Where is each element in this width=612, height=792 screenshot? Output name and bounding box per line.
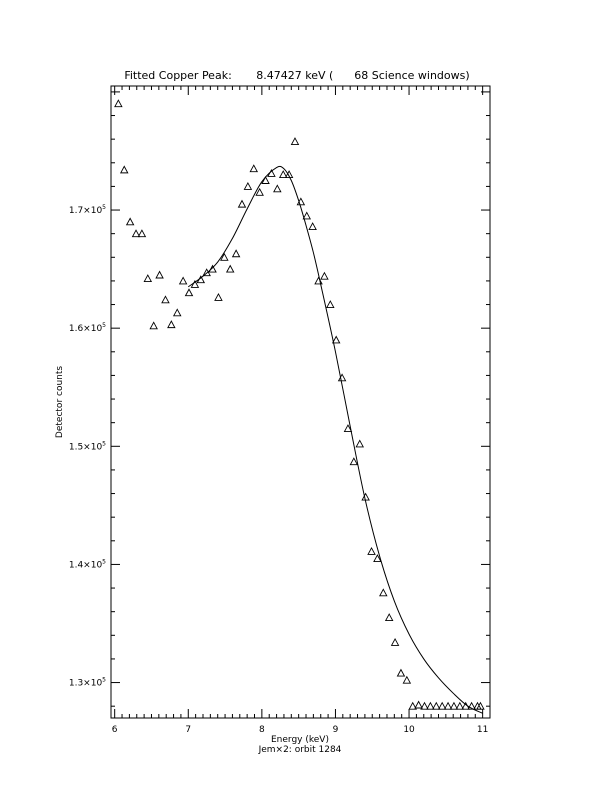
data-point <box>125 217 135 226</box>
data-point <box>349 457 359 466</box>
data-point <box>149 321 158 330</box>
data-point <box>355 439 364 448</box>
x-tick-label: 11 <box>477 725 488 735</box>
x-axis-label: Energy (keV) <box>271 735 329 745</box>
y-axis-ticks <box>111 91 490 707</box>
data-point <box>396 668 406 677</box>
data-point <box>461 701 470 710</box>
data-point <box>249 164 259 173</box>
data-point <box>390 637 400 646</box>
x-axis-ticks <box>114 86 491 718</box>
data-point <box>220 252 229 261</box>
data-points <box>114 99 485 710</box>
data-point <box>314 276 323 285</box>
data-point <box>167 320 176 329</box>
data-point <box>231 249 241 258</box>
data-point <box>455 701 465 710</box>
y-tick-label: 1.6×105 <box>69 322 106 334</box>
data-point <box>114 99 123 108</box>
data-point <box>467 701 476 710</box>
data-point <box>449 701 459 710</box>
data-point <box>290 137 300 145</box>
data-point <box>326 300 335 308</box>
data-point <box>373 554 382 562</box>
data-point <box>184 288 194 297</box>
x-tick-label: 6 <box>112 725 118 735</box>
data-point <box>414 700 423 709</box>
y-tick-label: 1.4×105 <box>69 558 106 570</box>
data-point <box>273 184 282 193</box>
y-tick-label: 1.3×105 <box>69 677 106 689</box>
data-point <box>119 165 129 174</box>
data-point <box>384 613 394 622</box>
data-point <box>190 280 200 288</box>
y-tick-label: 1.5×105 <box>69 440 106 452</box>
data-point <box>367 546 376 555</box>
data-point <box>267 168 276 177</box>
x-tick-label: 7 <box>185 725 191 735</box>
data-point <box>402 675 412 684</box>
data-point <box>137 229 147 238</box>
chart-title: Fitted Copper Peak: 8.47427 keV ( 68 Sci… <box>124 69 469 82</box>
data-point <box>178 276 188 285</box>
data-point <box>437 701 447 710</box>
data-point <box>208 264 217 273</box>
data-point <box>379 588 388 597</box>
fit-curve <box>187 165 483 714</box>
data-point <box>320 271 329 280</box>
x-tick-label: 10 <box>403 725 415 735</box>
data-point <box>476 701 485 710</box>
data-point <box>361 492 370 501</box>
y-axis-tick-labels: 1.3×105 1.4×105 1.5×105 1.6×105 1.7×105 <box>69 204 106 689</box>
data-point <box>343 424 353 433</box>
data-point <box>143 274 153 283</box>
data-point <box>261 176 270 184</box>
x-tick-label: 9 <box>333 725 339 735</box>
data-point <box>426 701 435 710</box>
data-point <box>172 308 182 317</box>
y-tick-label: 1.7×105 <box>69 204 106 216</box>
data-point <box>302 211 312 220</box>
data-point <box>155 270 164 279</box>
data-point <box>408 701 417 710</box>
data-point <box>255 187 264 196</box>
plot-frame <box>110 85 491 719</box>
data-point <box>278 170 288 179</box>
data-point <box>225 264 235 273</box>
x-axis-tick-labels: 6 7 8 9 10 11 <box>112 725 489 735</box>
data-point <box>284 170 294 179</box>
data-point <box>308 222 317 231</box>
data-point <box>432 701 441 710</box>
data-point <box>296 197 306 206</box>
x-tick-label: 8 <box>259 725 265 735</box>
y-axis-label: Detector counts <box>55 366 65 438</box>
x-axis-sublabel: Jem×2: orbit 1284 <box>258 745 342 755</box>
data-point <box>420 701 429 710</box>
data-point <box>331 335 341 344</box>
data-point <box>214 293 223 301</box>
data-point <box>196 275 206 284</box>
data-point <box>237 199 247 208</box>
data-point <box>443 701 453 710</box>
data-point <box>161 295 170 304</box>
data-point <box>243 181 253 190</box>
data-point <box>337 373 347 382</box>
data-point <box>131 229 141 238</box>
